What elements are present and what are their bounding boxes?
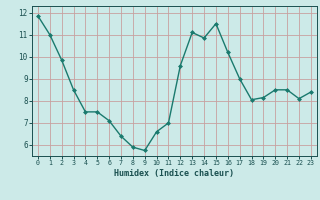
- X-axis label: Humidex (Indice chaleur): Humidex (Indice chaleur): [115, 169, 234, 178]
